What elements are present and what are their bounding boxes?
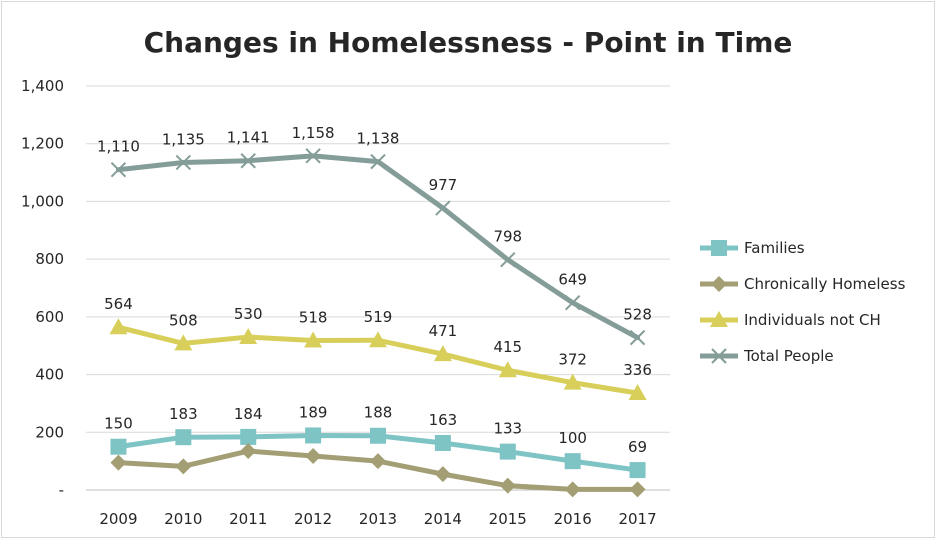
data-label-individuals-not-ch: 471 bbox=[429, 322, 458, 340]
data-label-families: 69 bbox=[628, 438, 647, 456]
data-point-families bbox=[305, 427, 322, 444]
legend-marker-individuals-not-ch bbox=[710, 311, 728, 327]
data-label-families: 133 bbox=[493, 420, 522, 438]
data-label-total-people: 1,135 bbox=[162, 130, 205, 148]
data-point-total-people bbox=[435, 200, 451, 216]
legend-label-total-people: Total People bbox=[743, 347, 834, 365]
data-label-total-people: 1,141 bbox=[227, 129, 270, 147]
data-label-individuals-not-ch: 372 bbox=[558, 351, 587, 369]
data-point-individuals-not-ch bbox=[628, 384, 647, 401]
legend-marker-chronically-homeless bbox=[711, 276, 727, 292]
data-label-families: 183 bbox=[169, 405, 198, 423]
data-label-individuals-not-ch: 530 bbox=[234, 305, 263, 323]
legend-label-individuals-not-ch: Individuals not CH bbox=[744, 311, 881, 329]
x-tick-label: 2016 bbox=[554, 510, 592, 528]
data-label-total-people: 528 bbox=[623, 306, 652, 324]
data-label-total-people: 977 bbox=[429, 176, 458, 194]
x-tick-label: 2015 bbox=[489, 510, 527, 528]
y-tick-label: 400 bbox=[35, 366, 64, 384]
data-point-individuals-not-ch bbox=[239, 328, 258, 345]
data-point-chronically-homeless bbox=[305, 447, 322, 464]
y-tick-label: 1,400 bbox=[21, 77, 64, 95]
x-tick-label: 2017 bbox=[618, 510, 656, 528]
data-label-individuals-not-ch: 415 bbox=[493, 338, 522, 356]
data-point-individuals-not-ch bbox=[109, 318, 128, 335]
data-point-chronically-homeless bbox=[434, 466, 451, 483]
legend: Families Chronically Homeless Individuals … bbox=[700, 239, 906, 365]
data-point-individuals-not-ch bbox=[498, 361, 517, 378]
data-point-chronically-homeless bbox=[175, 458, 192, 475]
y-tick-label: 1,000 bbox=[21, 192, 64, 210]
data-point-families bbox=[564, 453, 581, 470]
data-label-individuals-not-ch: 519 bbox=[364, 308, 393, 326]
y-axis-ticks: - 200 400 600 800 1,000 1,200 1,400 bbox=[21, 77, 64, 499]
data-point-chronically-homeless bbox=[629, 481, 646, 498]
data-label-families: 100 bbox=[558, 429, 587, 447]
data-point-total-people bbox=[175, 154, 192, 171]
data-point-individuals-not-ch bbox=[304, 331, 323, 348]
data-point-total-people bbox=[370, 153, 386, 170]
chart-title: Changes in Homelessness - Point in Time bbox=[144, 26, 793, 59]
data-label-total-people: 798 bbox=[493, 228, 522, 246]
x-tick-label: 2010 bbox=[164, 510, 202, 528]
legend-label-families: Families bbox=[744, 239, 805, 257]
x-axis-ticks: 2009 2010 2011 2012 2013 2014 2015 2016 2017 bbox=[99, 510, 656, 528]
data-point-families bbox=[110, 438, 127, 455]
legend-marker-families bbox=[711, 240, 727, 256]
data-label-individuals-not-ch: 508 bbox=[169, 311, 198, 329]
data-point-families bbox=[240, 428, 257, 445]
data-label-families: 184 bbox=[234, 405, 263, 423]
y-tick-label: 1,200 bbox=[21, 135, 64, 153]
data-label-total-people: 1,110 bbox=[97, 138, 140, 156]
data-point-total-people bbox=[500, 252, 516, 268]
x-tick-label: 2012 bbox=[294, 510, 332, 528]
y-tick-label: 600 bbox=[35, 308, 64, 326]
legend-label-chronically-homeless: Chronically Homeless bbox=[744, 275, 906, 293]
data-point-chronically-homeless bbox=[564, 481, 581, 498]
data-label-individuals-not-ch: 518 bbox=[299, 309, 328, 327]
data-label-families: 189 bbox=[299, 403, 328, 421]
legend-marker-total-people bbox=[711, 348, 727, 364]
data-point-families bbox=[629, 462, 646, 479]
data-point-families bbox=[499, 443, 516, 460]
y-tick-label: 800 bbox=[35, 250, 64, 268]
data-label-total-people: 649 bbox=[558, 271, 587, 289]
series-group bbox=[109, 148, 647, 498]
data-label-families: 188 bbox=[364, 404, 393, 422]
data-point-individuals-not-ch bbox=[369, 331, 387, 348]
data-point-families bbox=[370, 427, 386, 444]
x-tick-label: 2009 bbox=[99, 510, 137, 528]
data-point-chronically-homeless bbox=[240, 443, 257, 460]
data-labels: 150 183 184 189 188 163 133 100 69 564 508 530 518 51… bbox=[97, 124, 652, 456]
data-point-total-people bbox=[240, 153, 256, 169]
data-label-individuals-not-ch: 336 bbox=[623, 361, 652, 379]
data-point-families bbox=[175, 429, 192, 446]
data-point-chronically-homeless bbox=[370, 453, 386, 470]
x-tick-label: 2014 bbox=[424, 510, 462, 528]
data-point-individuals-not-ch bbox=[174, 334, 193, 351]
data-point-chronically-homeless bbox=[110, 454, 127, 471]
x-tick-label: 2013 bbox=[359, 510, 397, 528]
data-label-total-people: 1,138 bbox=[357, 130, 400, 148]
data-point-chronically-homeless bbox=[499, 477, 516, 494]
data-point-total-people bbox=[110, 161, 127, 178]
data-point-total-people bbox=[305, 148, 321, 164]
data-label-families: 150 bbox=[104, 415, 133, 433]
data-point-individuals-not-ch bbox=[563, 373, 582, 390]
y-tick-label: 200 bbox=[35, 423, 64, 441]
data-label-families: 163 bbox=[429, 411, 458, 429]
data-label-individuals-not-ch: 564 bbox=[104, 295, 133, 313]
data-point-total-people bbox=[564, 295, 581, 311]
data-point-families bbox=[434, 434, 451, 451]
y-tick-label: - bbox=[59, 481, 64, 499]
data-point-total-people bbox=[629, 329, 646, 346]
x-tick-label: 2011 bbox=[229, 510, 267, 528]
data-label-total-people: 1,158 bbox=[292, 124, 335, 142]
data-point-individuals-not-ch bbox=[433, 345, 452, 362]
